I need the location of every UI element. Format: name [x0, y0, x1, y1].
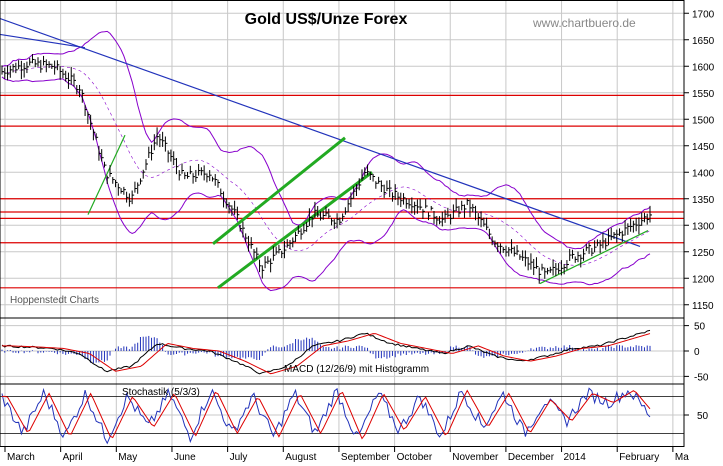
price-bars — [1, 54, 652, 284]
trendlines — [0, 17, 649, 289]
price-tick-label: 1700 — [692, 9, 715, 20]
downtrend-line-upper — [0, 33, 86, 49]
month-label: August — [285, 452, 316, 463]
price-tick-label: 1300 — [692, 221, 715, 232]
price-tick-label: 1550 — [692, 89, 715, 100]
price-tick-label: 1250 — [692, 248, 715, 259]
source-label: Hoppenstedt Charts — [10, 295, 99, 306]
horizontal-lines — [0, 94, 684, 289]
price-tick-label: 1150 — [692, 301, 714, 312]
month-label: December — [508, 452, 555, 463]
macd-tick-label: 50 — [694, 322, 706, 333]
macd-label: MACD (12/26/9) mit Histogramm — [284, 364, 429, 375]
month-label: June — [174, 452, 196, 463]
macd-tick-label: 0 — [694, 347, 700, 358]
month-label: April — [63, 452, 83, 463]
month-label: 2014 — [564, 452, 587, 463]
chart-frame — [0, 0, 685, 447]
grid-layer — [0, 0, 684, 446]
bollinger-lower — [1, 76, 651, 292]
month-label: July — [230, 452, 248, 463]
month-label: May — [118, 452, 137, 463]
macd-signal-line — [2, 333, 651, 375]
bollinger-upper — [1, 30, 651, 250]
price-tick-label: 1500 — [692, 115, 715, 126]
month-label: November — [452, 452, 499, 463]
watermark: www.chartbuero.de — [532, 16, 636, 30]
price-tick-label: 1450 — [692, 142, 715, 153]
price-tick-label: 1200 — [692, 274, 715, 285]
channel-upper-line — [212, 136, 346, 245]
month-label: October — [397, 452, 433, 463]
price-tick-label: 1650 — [692, 36, 715, 47]
stoch-tick-label: 50 — [697, 411, 709, 422]
macd-line — [1, 329, 651, 375]
price-tick-label: 1600 — [692, 62, 715, 73]
stoch-k-line — [1, 387, 651, 445]
stochastic-label: Stochastik (5/3/3) — [122, 387, 200, 398]
bollinger-middle — [1, 66, 651, 266]
channel-lower-line — [217, 171, 373, 289]
price-tick-label: 1400 — [692, 168, 715, 179]
chart-title: Gold US$/Unze Forex — [245, 11, 408, 28]
downtrend-line — [0, 17, 641, 248]
month-label: September — [341, 452, 391, 463]
macd-tick-label: -50 — [694, 372, 709, 383]
bollinger-bands — [1, 30, 651, 292]
month-label: Ma — [675, 452, 689, 463]
stoch-d-line — [2, 389, 651, 440]
uptrend-line-april — [87, 134, 126, 215]
uptrend-line-2014 — [539, 230, 649, 285]
price-tick-label: 1350 — [692, 195, 715, 206]
macd-panel — [0, 325, 684, 377]
month-label: March — [7, 452, 35, 463]
month-label: February — [619, 452, 659, 463]
